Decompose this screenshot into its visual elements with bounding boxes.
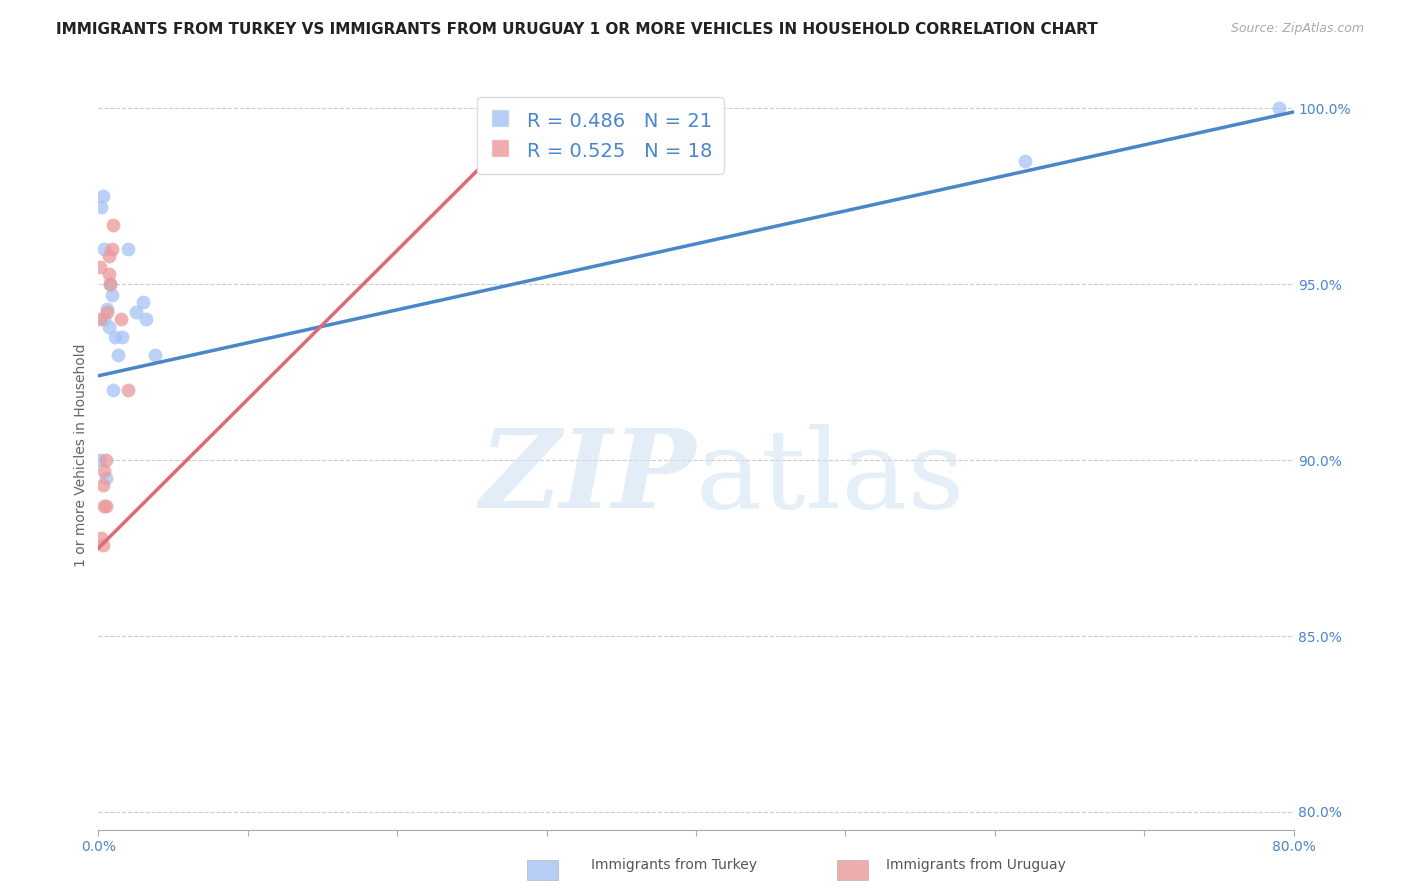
Legend: R = 0.486   N = 21, R = 0.525   N = 18: R = 0.486 N = 21, R = 0.525 N = 18 xyxy=(477,97,724,174)
Point xyxy=(91,189,114,203)
Point xyxy=(1267,102,1289,116)
Point xyxy=(101,288,124,302)
Point xyxy=(98,277,122,292)
Text: ZIP: ZIP xyxy=(479,424,696,531)
Point xyxy=(132,294,155,309)
Point xyxy=(103,383,125,397)
Text: Immigrants from Uruguay: Immigrants from Uruguay xyxy=(886,858,1066,872)
Point xyxy=(89,260,111,274)
Point xyxy=(89,453,111,467)
Point xyxy=(96,305,118,319)
Point xyxy=(125,305,148,319)
Point xyxy=(90,200,112,214)
Point xyxy=(90,531,112,545)
Y-axis label: 1 or more Vehicles in Household: 1 or more Vehicles in Household xyxy=(75,343,89,566)
Point xyxy=(96,301,118,316)
Point xyxy=(93,464,115,478)
Point xyxy=(110,312,132,326)
Point xyxy=(135,312,157,326)
Point xyxy=(91,478,114,492)
Point xyxy=(94,499,117,513)
Point xyxy=(143,348,166,362)
Point xyxy=(93,242,115,256)
Text: atlas: atlas xyxy=(696,424,966,531)
Point xyxy=(117,242,139,256)
Point xyxy=(97,319,120,334)
Point xyxy=(97,267,120,281)
Point xyxy=(98,277,122,292)
Point xyxy=(107,348,129,362)
Point xyxy=(536,102,558,116)
Point xyxy=(104,330,127,344)
Point xyxy=(117,383,139,397)
Point xyxy=(94,471,117,485)
Point xyxy=(89,312,111,326)
Point xyxy=(103,218,125,232)
Text: IMMIGRANTS FROM TURKEY VS IMMIGRANTS FROM URUGUAY 1 OR MORE VEHICLES IN HOUSEHOL: IMMIGRANTS FROM TURKEY VS IMMIGRANTS FRO… xyxy=(56,22,1098,37)
Point xyxy=(91,538,114,552)
Point xyxy=(97,249,120,263)
Point xyxy=(93,312,115,326)
Point xyxy=(111,330,134,344)
Point xyxy=(93,499,115,513)
Point xyxy=(1014,154,1036,169)
Point xyxy=(101,242,124,256)
Text: Immigrants from Turkey: Immigrants from Turkey xyxy=(591,858,756,872)
Point xyxy=(94,453,117,467)
Text: Source: ZipAtlas.com: Source: ZipAtlas.com xyxy=(1230,22,1364,36)
